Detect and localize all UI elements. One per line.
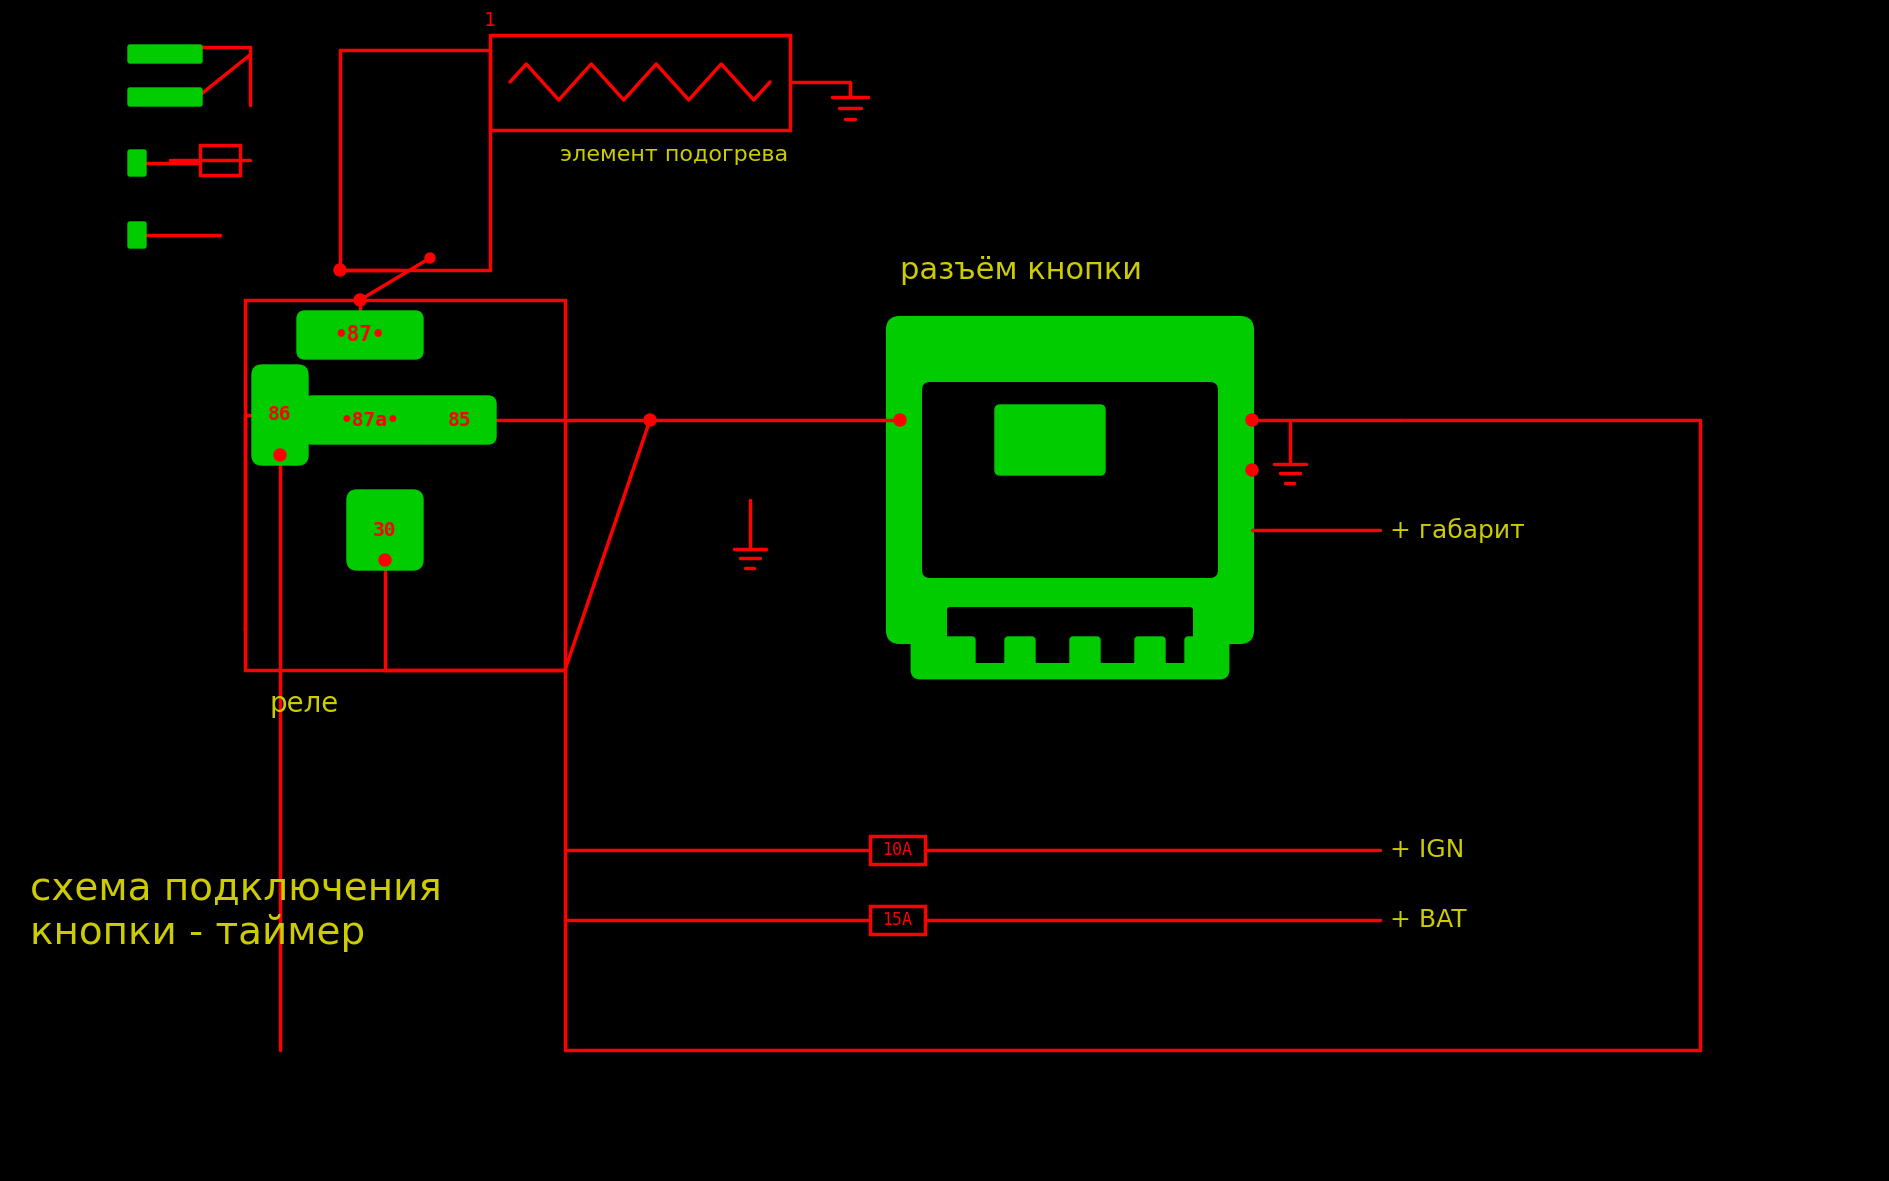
- Circle shape: [353, 294, 366, 306]
- Circle shape: [425, 253, 434, 263]
- Circle shape: [893, 415, 907, 426]
- Text: •87•: •87•: [334, 325, 385, 345]
- Circle shape: [1247, 464, 1258, 476]
- FancyBboxPatch shape: [304, 396, 436, 444]
- Circle shape: [644, 415, 655, 426]
- FancyBboxPatch shape: [996, 405, 1105, 475]
- FancyBboxPatch shape: [128, 89, 202, 106]
- Text: 86: 86: [268, 405, 291, 424]
- Text: элемент подогрева: элемент подогрева: [559, 145, 788, 165]
- Text: 15А: 15А: [882, 911, 912, 929]
- FancyBboxPatch shape: [348, 490, 423, 570]
- Text: 10А: 10А: [882, 841, 912, 859]
- FancyBboxPatch shape: [128, 222, 145, 248]
- Text: реле: реле: [270, 690, 340, 718]
- Text: + габарит: + габарит: [1390, 517, 1524, 542]
- FancyBboxPatch shape: [922, 381, 1218, 578]
- Circle shape: [1247, 415, 1258, 426]
- FancyBboxPatch shape: [251, 365, 308, 465]
- Text: схема подключения
кнопки - таймер: схема подключения кнопки - таймер: [30, 870, 442, 952]
- FancyBboxPatch shape: [888, 318, 1252, 642]
- Text: 85: 85: [448, 411, 472, 430]
- Circle shape: [274, 449, 285, 461]
- FancyBboxPatch shape: [1184, 637, 1215, 671]
- Text: 30: 30: [374, 521, 397, 540]
- FancyBboxPatch shape: [1135, 637, 1166, 671]
- Circle shape: [334, 265, 346, 276]
- Circle shape: [380, 554, 391, 566]
- Text: разъём кнопки: разъём кнопки: [899, 256, 1143, 285]
- FancyBboxPatch shape: [1005, 637, 1035, 671]
- FancyBboxPatch shape: [946, 607, 1194, 663]
- FancyBboxPatch shape: [128, 45, 202, 63]
- FancyBboxPatch shape: [128, 150, 145, 176]
- Text: + BAT: + BAT: [1390, 908, 1466, 932]
- FancyBboxPatch shape: [912, 582, 1228, 678]
- Text: 1: 1: [484, 11, 497, 30]
- Text: •87а•: •87а•: [340, 411, 399, 430]
- FancyBboxPatch shape: [1069, 637, 1099, 671]
- Text: + IGN: + IGN: [1390, 839, 1464, 862]
- FancyBboxPatch shape: [423, 396, 497, 444]
- FancyBboxPatch shape: [297, 311, 423, 359]
- FancyBboxPatch shape: [944, 637, 975, 671]
